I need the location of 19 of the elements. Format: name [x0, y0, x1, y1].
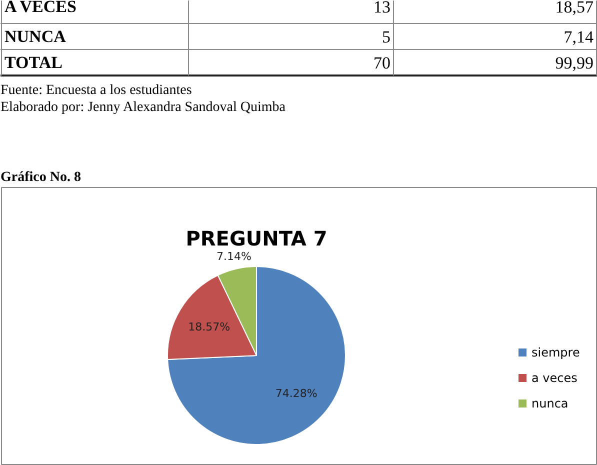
- text: TOTAL: [4, 53, 62, 72]
- data-label: 7.14%: [216, 250, 252, 264]
- text: Elaborado por: Jenny Alexandra Sandoval Quimba: [0, 100, 286, 115]
- text: 13: [374, 0, 390, 16]
- text: 99,99: [555, 54, 594, 72]
- source-note: Fuente: Encuesta a los estudiantes: [0, 83, 192, 98]
- text: A VECES: [4, 0, 76, 16]
- legend-label: a veces: [532, 371, 578, 385]
- legend-label: nunca: [532, 396, 568, 410]
- text: NUNCA: [4, 27, 67, 46]
- data-label: 74.28%: [275, 387, 318, 400]
- text: 5: [382, 28, 390, 46]
- legend-label: siempre: [532, 346, 580, 360]
- text: 7,14: [564, 28, 594, 46]
- chart-title: PREGUNTA 7: [186, 226, 328, 250]
- text: Gráfico No. 8: [0, 170, 81, 185]
- text: 18,57: [555, 0, 594, 16]
- data-label: 18.57%: [188, 320, 230, 334]
- text: 70: [374, 54, 390, 72]
